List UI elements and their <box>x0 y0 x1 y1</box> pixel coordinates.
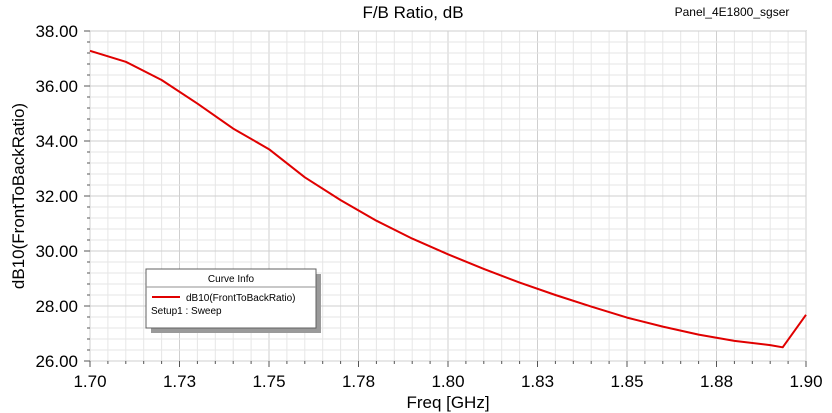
x-tick-label: 1.73 <box>163 372 196 391</box>
series-group <box>89 49 807 349</box>
y-tick-label: 38.00 <box>35 22 78 41</box>
y-tick-label: 36.00 <box>35 77 78 96</box>
legend[interactable]: Curve Info dB10(FrontToBackRatio) Setup1… <box>145 268 321 333</box>
y-tick-label: 26.00 <box>35 352 78 371</box>
x-tick-label: 1.88 <box>700 372 733 391</box>
y-tick-label: 32.00 <box>35 187 78 206</box>
legend-box <box>145 268 317 329</box>
legend-entry: dB10(FrontToBackRatio) <box>186 293 296 304</box>
x-tick-label: 1.83 <box>521 372 554 391</box>
x-tick-label: 1.85 <box>610 372 643 391</box>
y-tick-label: 34.00 <box>35 132 78 151</box>
x-axis-label: Freq [GHz] <box>406 393 489 412</box>
design-name-label: Panel_4E1800_sgser <box>675 5 790 19</box>
legend-subtext: Setup1 : Sweep <box>151 306 222 317</box>
y-tick-label: 30.00 <box>35 242 78 261</box>
x-tick-label: 1.78 <box>342 372 375 391</box>
x-tick-label: 1.80 <box>431 372 464 391</box>
y-axis-label: dB10(FrontToBackRatio) <box>9 103 28 289</box>
legend-title: Curve Info <box>208 274 255 285</box>
series-line <box>89 49 807 349</box>
chart-title: F/B Ratio, dB <box>362 3 463 22</box>
x-tick-label: 1.90 <box>789 372 822 391</box>
y-tick-label: 28.00 <box>35 297 78 316</box>
y-axis: 26.00 28.00 30.00 32.00 34.00 36.00 38.00 <box>35 22 90 371</box>
x-tick-label: 1.75 <box>252 372 285 391</box>
x-tick-label: 1.70 <box>73 372 106 391</box>
x-axis: 1.70 1.73 1.75 1.78 1.80 1.83 1.85 1.88 1.90 <box>73 361 823 391</box>
